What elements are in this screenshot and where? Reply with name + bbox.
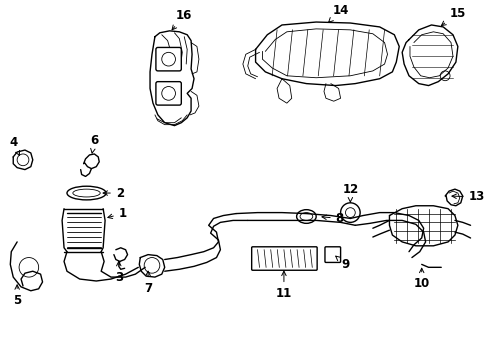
Text: 11: 11 — [276, 271, 292, 300]
Text: 13: 13 — [452, 190, 485, 203]
Text: 5: 5 — [13, 285, 21, 307]
Text: 14: 14 — [329, 4, 349, 22]
Text: 15: 15 — [441, 7, 466, 26]
Text: 12: 12 — [342, 183, 359, 202]
Text: 16: 16 — [172, 9, 193, 30]
Text: 3: 3 — [115, 261, 123, 284]
Text: 4: 4 — [9, 136, 20, 156]
Text: 9: 9 — [336, 256, 349, 271]
Text: 7: 7 — [144, 271, 152, 295]
Text: 8: 8 — [322, 212, 344, 225]
Text: 1: 1 — [108, 207, 127, 220]
Text: 6: 6 — [90, 134, 98, 153]
Text: 2: 2 — [103, 186, 124, 199]
Text: 10: 10 — [414, 268, 430, 291]
FancyBboxPatch shape — [252, 247, 317, 270]
FancyBboxPatch shape — [325, 247, 341, 262]
FancyBboxPatch shape — [156, 82, 181, 105]
FancyBboxPatch shape — [156, 48, 181, 71]
